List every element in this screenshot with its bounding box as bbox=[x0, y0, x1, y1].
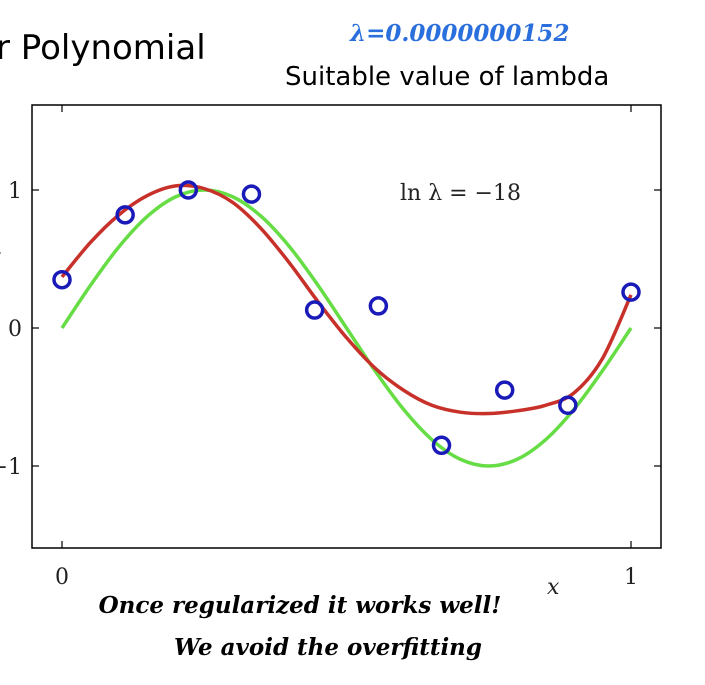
curves bbox=[60, 183, 633, 468]
x-tick-label: 0 bbox=[55, 565, 69, 590]
ln-lambda-annotation: ln λ = −18 bbox=[400, 181, 521, 206]
plot-frame bbox=[31, 104, 662, 549]
y-tick-label: 0 bbox=[8, 317, 22, 342]
true-function-curve bbox=[60, 188, 633, 468]
data-point bbox=[115, 205, 135, 225]
y-tick-label: 1 bbox=[8, 179, 22, 204]
data-point bbox=[621, 282, 641, 302]
y-axis-label: t bbox=[0, 245, 1, 270]
data-point bbox=[494, 380, 515, 400]
axis-ticks: 0 1 −1 0 1 bbox=[0, 105, 661, 590]
data-point bbox=[558, 395, 578, 416]
data-point bbox=[52, 269, 72, 290]
data-point bbox=[241, 184, 262, 204]
data-point bbox=[178, 180, 199, 200]
data-point bbox=[431, 435, 452, 456]
data-point bbox=[368, 296, 389, 316]
fitted-polynomial-curve bbox=[60, 183, 633, 416]
slide-title-fragment: r Polynomial bbox=[0, 28, 206, 68]
plot-border bbox=[31, 104, 662, 549]
caption-line-1: Once regularized it works well! bbox=[98, 592, 502, 619]
x-axis-label: x bbox=[547, 575, 560, 600]
data-point bbox=[304, 300, 325, 320]
slide-subtitle: Suitable value of lambda bbox=[285, 62, 610, 92]
y-tick-label: −1 bbox=[0, 455, 22, 480]
caption-line-2: We avoid the overfitting bbox=[174, 634, 482, 661]
regularized-fit-chart: 0 1 −1 0 1 ln λ = −18 x t bbox=[0, 104, 662, 600]
data-points bbox=[52, 180, 641, 456]
x-tick-label: 1 bbox=[624, 565, 638, 590]
lambda-value-label: λ=0.0000000152 bbox=[350, 20, 570, 47]
